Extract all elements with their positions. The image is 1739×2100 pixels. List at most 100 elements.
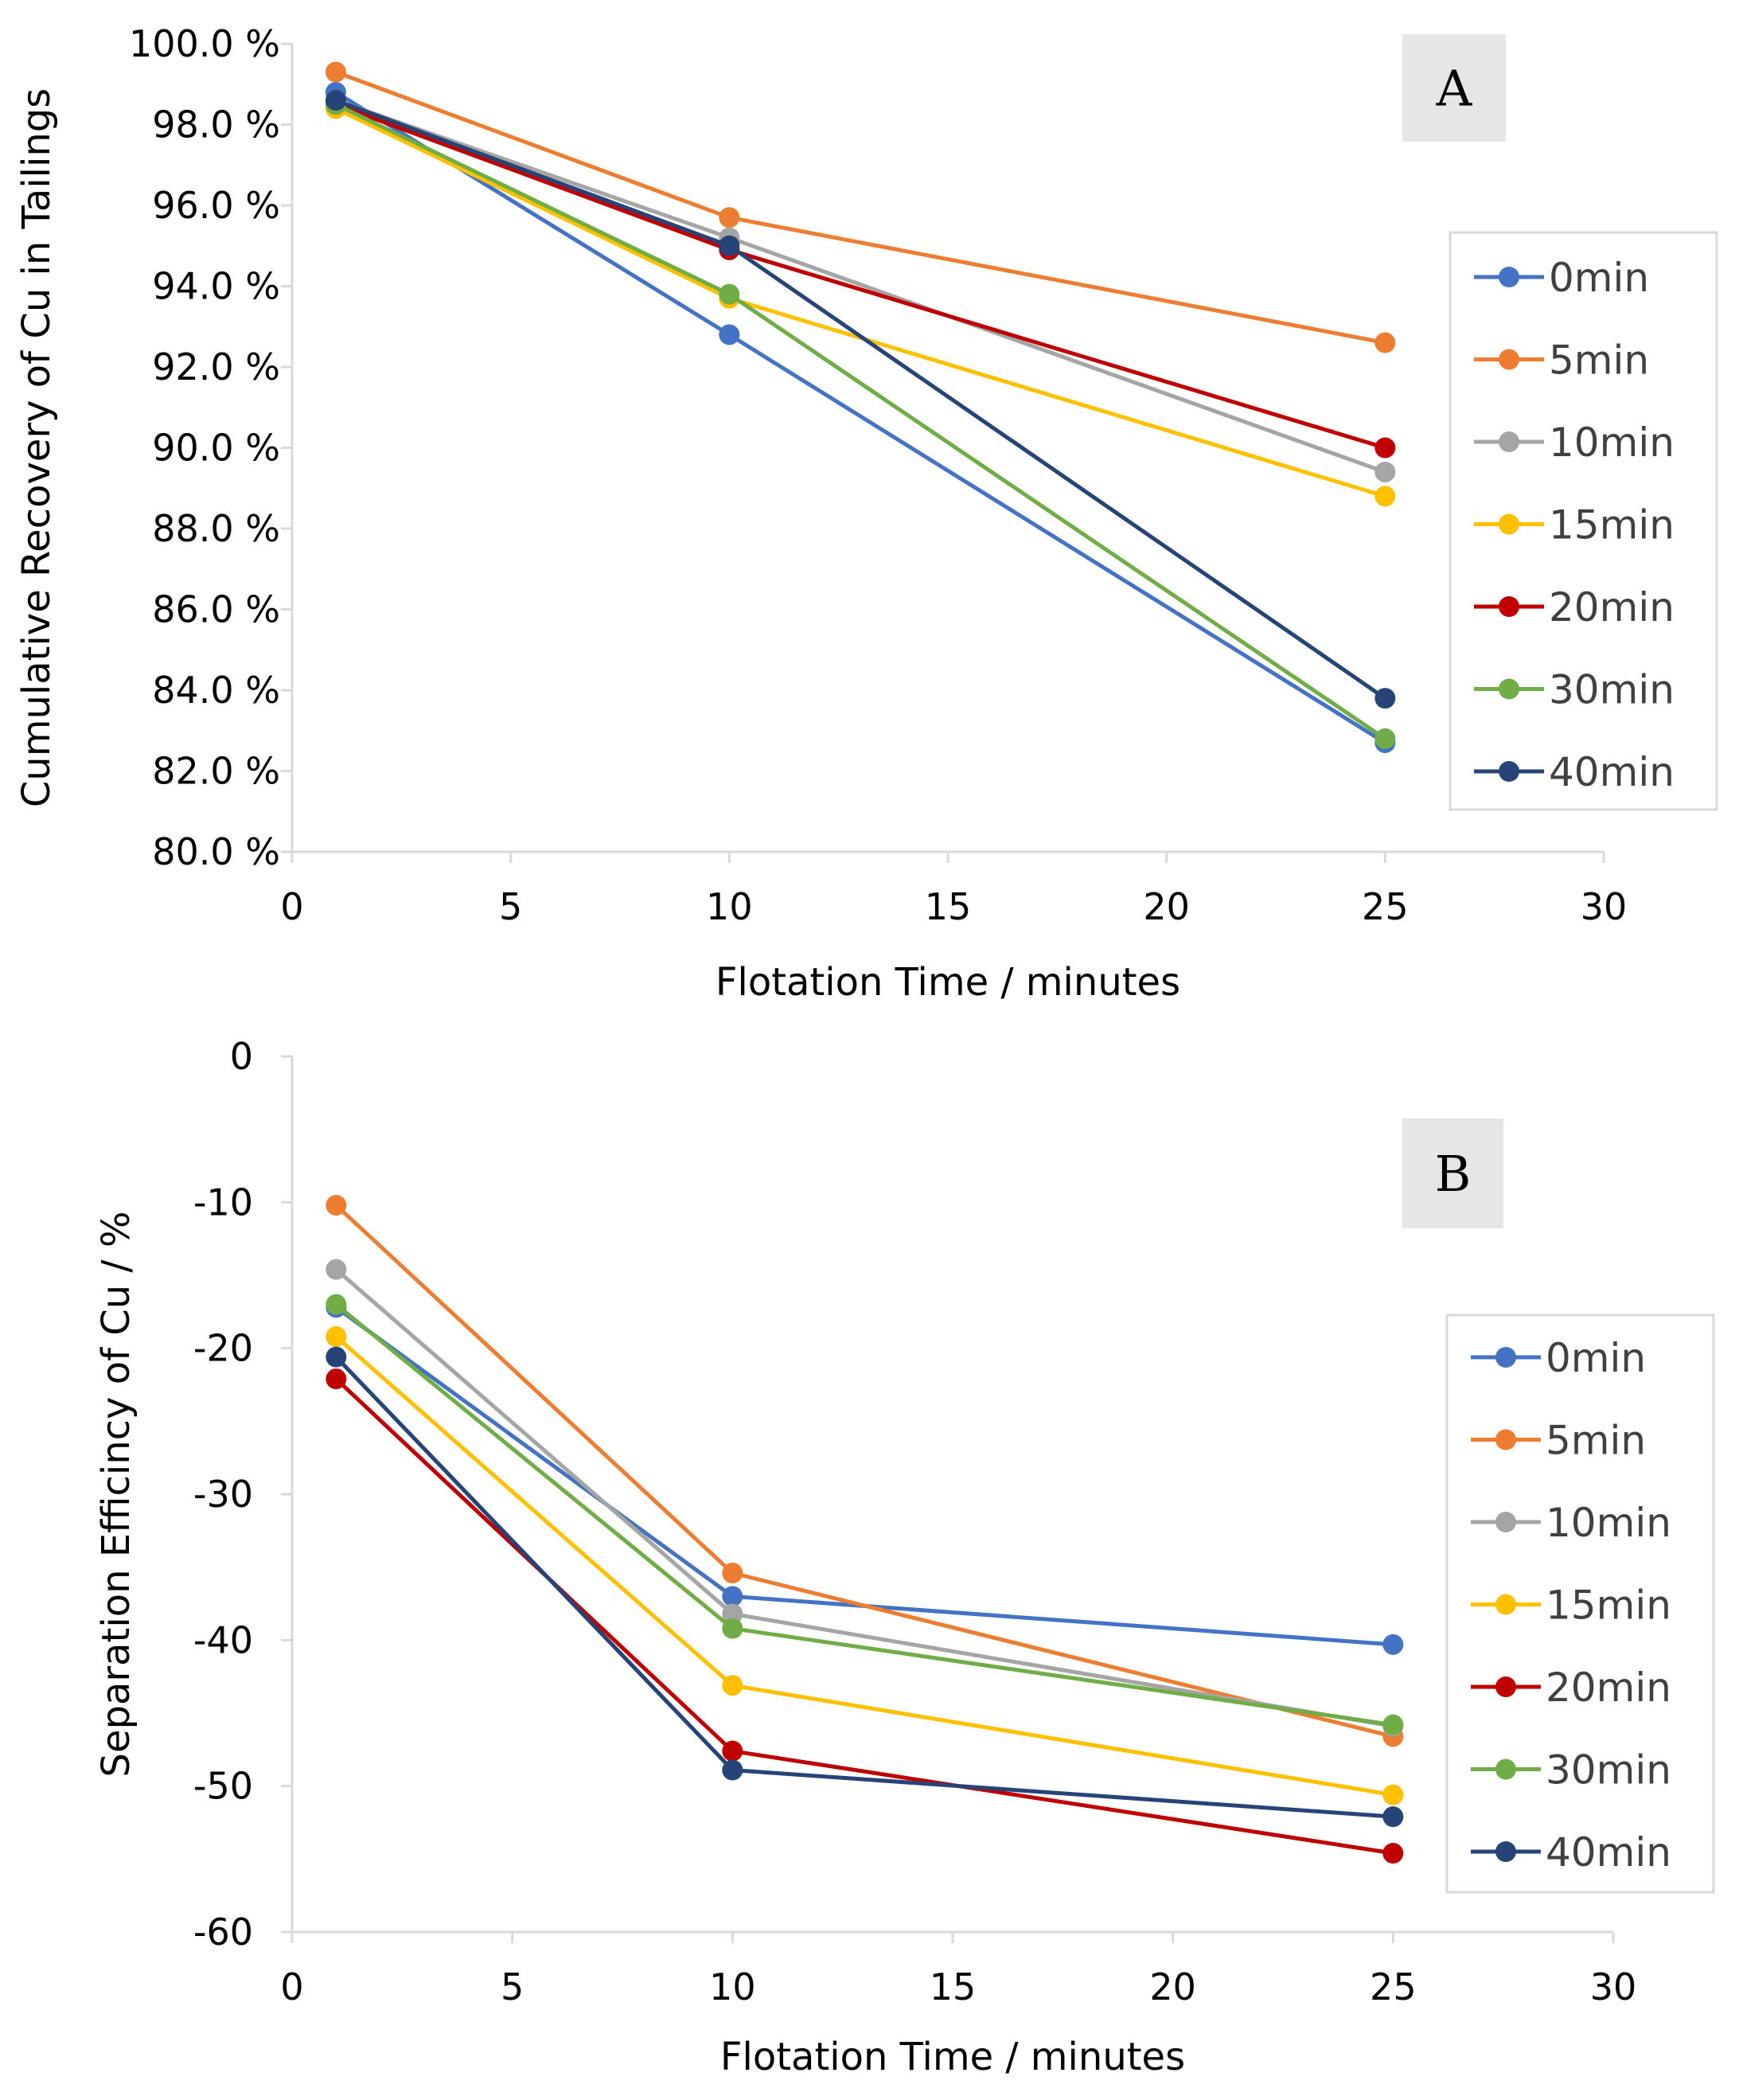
legend-label: 15min xyxy=(1546,1583,1671,1629)
x-tick-label: 0 xyxy=(280,1965,303,2008)
y-tick-label: -40 xyxy=(193,1618,253,1661)
x-axis-title: Flotation Time / minutes xyxy=(715,960,1180,1005)
x-axis-title: Flotation Time / minutes xyxy=(720,2035,1185,2079)
data-point xyxy=(722,1618,743,1639)
y-tick-label: 92.0 % xyxy=(152,345,280,388)
series-15min xyxy=(326,1326,1404,1805)
data-point xyxy=(722,1603,743,1625)
legend-item: 30min xyxy=(1474,667,1675,713)
chart-panel-A: 80.0 % 82.0 % 84.0 % 86.0 % 88.0 % 90.0 % 92.0… xyxy=(14,22,1718,1005)
panel-label: B xyxy=(1435,1145,1472,1203)
legend: 0min 5min 10min 15min 20min 30min 40min xyxy=(1445,1313,1715,1894)
legend-swatch-marker xyxy=(1495,1594,1516,1615)
panel-label: A xyxy=(1436,60,1473,118)
data-point xyxy=(1382,1784,1404,1805)
series-line xyxy=(334,1355,1394,1819)
legend-swatch-marker xyxy=(1495,1758,1516,1780)
panel-badge-box xyxy=(1402,1118,1503,1228)
x-tick-label: 5 xyxy=(499,885,522,928)
y-tick-label: -30 xyxy=(193,1473,253,1516)
y-tick-label: 86.0 % xyxy=(152,588,280,631)
data-point xyxy=(722,1675,743,1696)
data-point xyxy=(719,207,740,228)
legend-label: 40min xyxy=(1549,749,1675,795)
legend-item: 20min xyxy=(1471,1665,1671,1711)
legend-label: 0min xyxy=(1546,1335,1646,1381)
legend-item: 10min xyxy=(1471,1500,1671,1546)
data-point xyxy=(326,1346,347,1368)
x-tick-label: 25 xyxy=(1370,1965,1417,2008)
data-point xyxy=(325,61,346,83)
y-tick-label: 98.0 % xyxy=(152,103,280,146)
chart-panel-B: -60 -50 -40 -30 -20 -10 0 0 5 10 15 20 25 30 Flotation… xyxy=(94,1035,1715,2079)
data-point xyxy=(722,1759,743,1781)
x-tick-label: 20 xyxy=(1143,885,1190,928)
series-10min xyxy=(326,1259,1404,1737)
series-line xyxy=(335,70,1386,345)
data-point xyxy=(719,324,740,345)
series-line xyxy=(334,1302,1394,1727)
data-point xyxy=(1382,1843,1404,1864)
data-point xyxy=(326,1195,347,1216)
data-point xyxy=(1382,1634,1404,1655)
y-axis-title: Cumulative Recovery of Cu in Tailings xyxy=(14,88,59,807)
x-tick-label: 15 xyxy=(925,885,972,928)
y-tick-label: -60 xyxy=(193,1911,253,1954)
series-20min xyxy=(325,94,1396,459)
y-axis-title: Separation Efficincy of Cu / % xyxy=(94,1212,138,1778)
data-point xyxy=(326,1259,347,1280)
legend: 0min 5min 10min 15min 20min 30min 40min xyxy=(1449,231,1718,811)
legend-swatch-marker xyxy=(1499,431,1519,452)
legend-swatch-marker xyxy=(1499,267,1519,287)
legend-item: 15min xyxy=(1471,1583,1671,1629)
legend-swatch-marker xyxy=(1495,1429,1516,1450)
y-tick-label: 82.0 % xyxy=(152,750,280,793)
legend-item: 5min xyxy=(1471,1418,1646,1464)
legend-item: 10min xyxy=(1474,420,1675,466)
x-tick-label: 25 xyxy=(1362,885,1409,928)
panel-badge-box xyxy=(1402,34,1506,142)
series-40min xyxy=(325,90,1396,709)
legend-swatch-marker xyxy=(1499,349,1519,370)
legend-label: 10min xyxy=(1549,420,1675,466)
series-line xyxy=(334,1204,1394,1739)
data-point xyxy=(1374,688,1396,709)
y-tick-label: -50 xyxy=(193,1765,253,1808)
data-point xyxy=(722,1740,743,1762)
data-point xyxy=(719,283,740,305)
y-tick-label: 0 xyxy=(230,1035,253,1078)
series-0min xyxy=(326,1297,1404,1655)
legend-swatch-marker xyxy=(1499,761,1519,782)
y-tick-label: 90.0 % xyxy=(152,427,280,470)
data-point xyxy=(1374,728,1396,749)
legend-box xyxy=(1449,231,1718,811)
x-tick-label: 10 xyxy=(709,1965,756,2008)
data-point xyxy=(722,1586,743,1607)
legend-swatch-marker xyxy=(1495,1841,1516,1862)
series-line xyxy=(334,1267,1394,1728)
legend-label: 40min xyxy=(1546,1829,1671,1876)
legend-item: 5min xyxy=(1474,338,1649,384)
legend-item: 0min xyxy=(1471,1335,1646,1381)
series-20min xyxy=(326,1368,1404,1864)
legend-label: 5min xyxy=(1549,338,1649,384)
legend-item: 15min xyxy=(1474,502,1675,548)
legend-item: 40min xyxy=(1471,1829,1671,1876)
series-line xyxy=(334,1377,1394,1856)
x-tick-label: 15 xyxy=(930,1965,977,2008)
legend-item: 20min xyxy=(1474,584,1675,630)
legend-label: 30min xyxy=(1549,667,1675,713)
x-tick-label: 5 xyxy=(501,1965,524,2008)
y-tick-label: 80.0 % xyxy=(152,830,280,873)
series-30min xyxy=(326,1294,1404,1735)
data-point xyxy=(719,235,740,256)
y-tick-label: 96.0 % xyxy=(152,184,280,227)
legend-label: 5min xyxy=(1546,1418,1646,1464)
legend-label: 0min xyxy=(1549,255,1649,301)
data-point xyxy=(1374,486,1396,507)
legend-swatch-marker xyxy=(1499,513,1519,535)
legend-swatch-marker xyxy=(1495,1347,1516,1368)
data-point xyxy=(326,1326,347,1347)
